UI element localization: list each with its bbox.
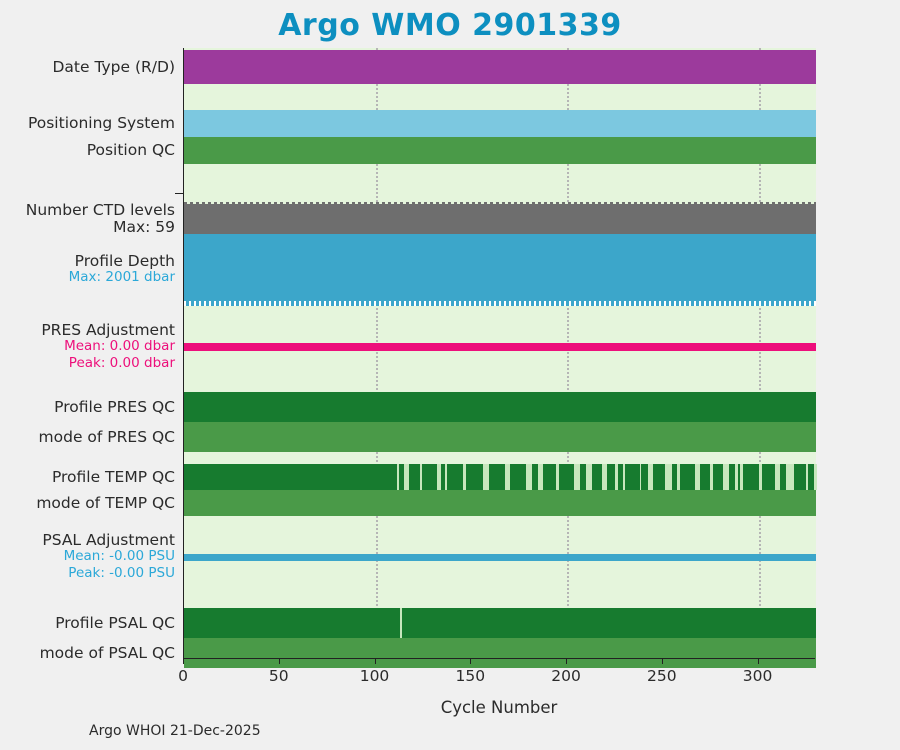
y-label-psal_adjustment-2: Peak: -0.00 PSU: [68, 565, 175, 581]
temp-qc-gap-stripes: [184, 464, 818, 490]
band-mode_of_psal_qc: [184, 638, 816, 668]
y-label-ctd_levels-0: Number CTD levels: [25, 201, 175, 219]
band-date_type: [184, 50, 816, 84]
footer-credit: Argo WHOI 21-Dec-2025: [89, 723, 261, 739]
x-tick-150: [470, 658, 472, 664]
band-profile_psal_qc: [184, 608, 816, 638]
x-axis-line: [183, 658, 815, 659]
x-tick-label-50: 50: [268, 667, 289, 685]
x-tick-label-100: 100: [359, 667, 390, 685]
x-tick-label-200: 200: [551, 667, 581, 685]
x-tick-100: [374, 658, 376, 664]
y-label-mode_of_pres_qc: mode of PRES QC: [38, 427, 175, 446]
page-title: Argo WMO 2901339: [278, 8, 622, 43]
x-tick-300: [757, 658, 759, 664]
band-profile_pres_qc: [184, 392, 816, 422]
x-tick-label-0: 0: [178, 667, 188, 685]
y-label-psal_adjustment-1: Mean: -0.00 PSU: [63, 548, 175, 564]
y-label-positioning_system: Positioning System: [27, 114, 175, 132]
gridline-x-200: [567, 48, 571, 658]
x-tick-0: [183, 658, 184, 664]
band-mode_of_temp_qc: [184, 490, 816, 516]
y-label-position_qc: Position QC: [86, 141, 175, 159]
y-label-mode_of_temp_qc: mode of TEMP QC: [36, 493, 175, 512]
y-label-date_type: Date Type (R/D): [52, 57, 175, 76]
ctd-levels-ragged-edge: [184, 202, 816, 206]
profile-depth-ragged-edge: [184, 301, 816, 306]
y-label-pres_adjustment-0: PRES Adjustment: [41, 320, 175, 339]
x-tick-250: [661, 658, 663, 664]
psal-qc-gap-113: [400, 608, 403, 638]
x-tick-50: [278, 658, 280, 664]
band-psal_adjustment: [184, 554, 816, 561]
band-profile_depth: [184, 234, 816, 306]
y-label-profile_depth-0: Profile Depth: [74, 252, 175, 270]
x-tick-label-250: 250: [646, 667, 677, 685]
band-mode_of_pres_qc: [184, 422, 816, 452]
y-label-psal_adjustment-0: PSAL Adjustment: [42, 531, 175, 549]
band-positioning_system: [184, 110, 816, 137]
band-pres_adjustment: [184, 343, 816, 351]
y-label-profile_psal_qc: Profile PSAL QC: [55, 613, 175, 632]
x-tick-200: [566, 658, 568, 664]
x-axis-title: Cycle Number: [440, 698, 558, 717]
band-ctd_levels: [184, 204, 816, 234]
gridline-x-300: [758, 48, 763, 658]
y-label-mode_of_psal_qc: mode of PSAL QC: [39, 643, 175, 662]
y-label-profile_depth-1: Max: 2001 dbar: [68, 269, 175, 285]
gridline-x-100: [375, 48, 380, 658]
y-label-pres_adjustment-2: Peak: 0.00 dbar: [68, 354, 175, 371]
x-tick-label-300: 300: [742, 667, 773, 685]
y-label-pres_adjustment-1: Mean: 0.00 dbar: [64, 337, 175, 354]
y-label-profile_temp_qc: Profile TEMP QC: [51, 467, 175, 486]
y-label-ctd_levels-1: Max: 59: [113, 218, 175, 236]
band-position_qc: [184, 137, 816, 164]
plot-area: [183, 48, 818, 668]
x-tick-label-150: 150: [455, 667, 486, 685]
y-label-profile_pres_qc: Profile PRES QC: [54, 397, 175, 416]
y-tick-ctd-levels: [175, 193, 183, 194]
